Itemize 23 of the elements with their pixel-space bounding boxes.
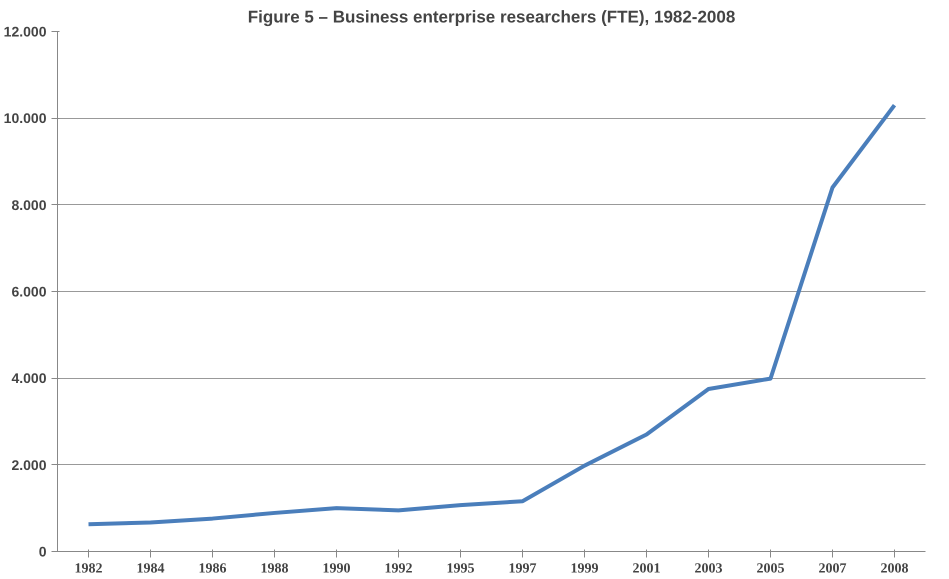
x-tick-label: 2001	[632, 562, 660, 576]
x-tick-label: 1988	[260, 562, 288, 576]
y-tick-label: 2.000	[11, 456, 47, 473]
y-tick-label: 6.000	[11, 284, 47, 300]
x-tick-label: 1986	[198, 562, 226, 576]
line-series	[86, 103, 896, 526]
y-tick-label: 0	[38, 544, 47, 560]
x-tick-label: 1999	[570, 562, 598, 576]
x-tick-label: 1984	[136, 562, 164, 576]
x-tick-label: 2005	[756, 562, 784, 576]
x-tick-label: 2003	[694, 562, 722, 576]
y-tick-label: 10.000	[4, 110, 47, 126]
x-tick-label: 1990	[322, 562, 350, 576]
x-tick-label: 1995	[446, 562, 474, 576]
y-tick-label: 4.000	[11, 370, 47, 386]
x-tick-label: 1997	[508, 562, 536, 576]
y-tick-label: 12.000	[4, 24, 47, 40]
x-tick-label: 1982	[74, 562, 102, 576]
x-tick-label: 2007	[818, 562, 846, 576]
x-tick-label: 1992	[384, 562, 412, 576]
x-tick-label: 2008	[880, 562, 908, 576]
chart-title: Figure 5 – Business enterprise researchers (FTE), 1982-2008	[248, 8, 736, 26]
y-tick-label: 8.000	[11, 196, 47, 213]
